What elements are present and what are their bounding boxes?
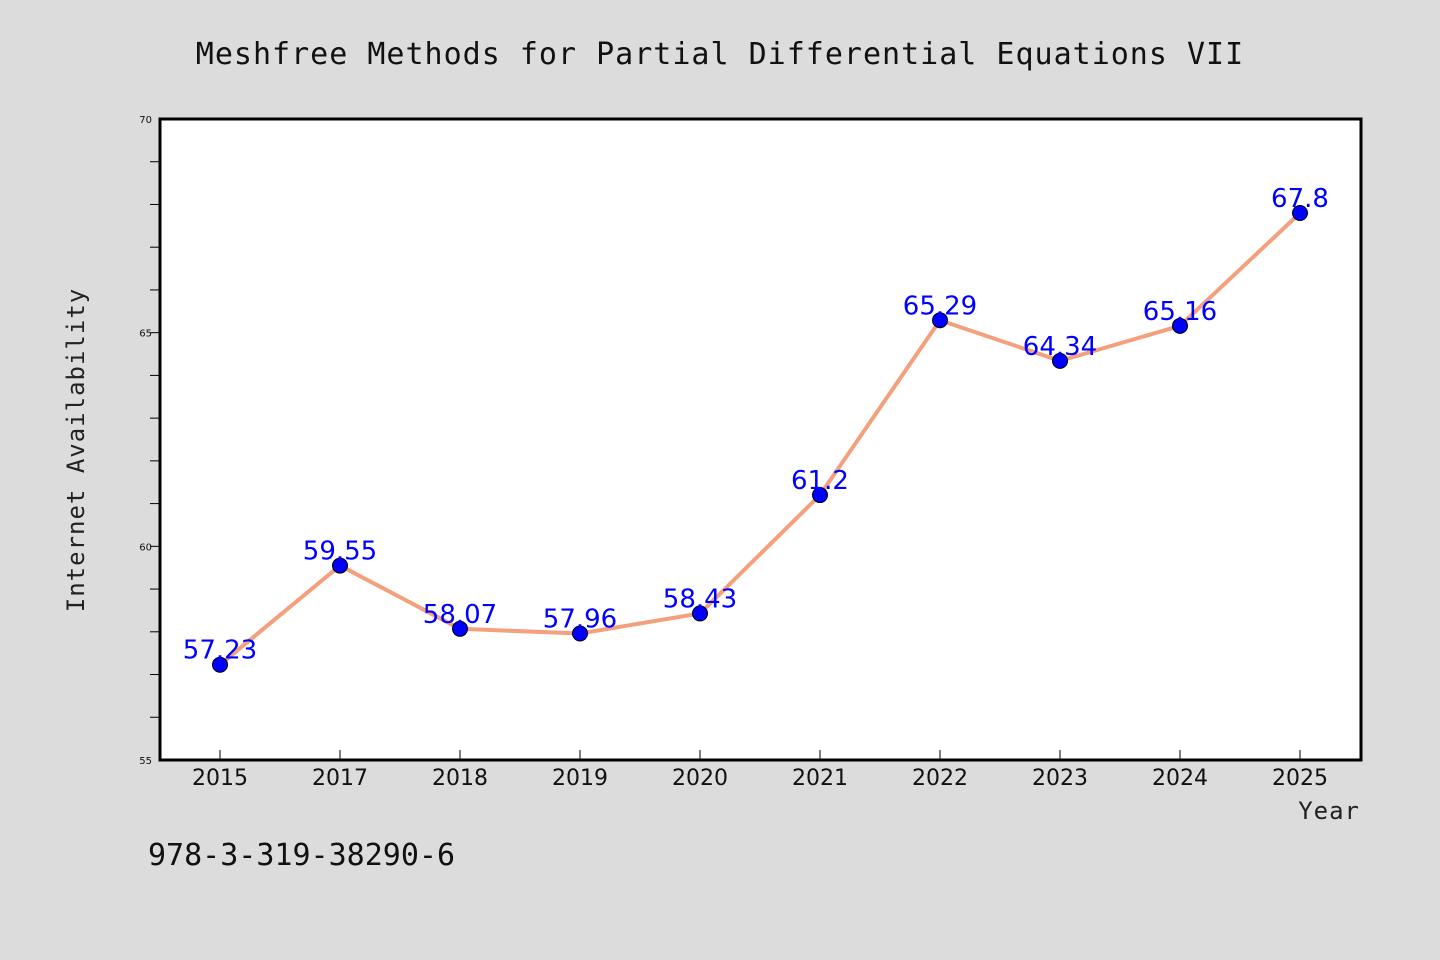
x-tick-label: 2019 [552, 766, 608, 791]
data-point [932, 312, 948, 329]
data-point [692, 605, 708, 622]
x-tick-label: 2023 [1032, 766, 1088, 791]
y-tick-label: 70 [139, 115, 152, 126]
data-point [1172, 317, 1188, 334]
data-label: 67.8 [1271, 184, 1329, 214]
data-label: 58.43 [663, 584, 737, 614]
x-axis: 2015 2017 2018 2019 2020 2021 2022 2023 2024 2025 [192, 750, 1328, 791]
data-label: 61.2 [791, 466, 849, 496]
x-tick-label: 2021 [792, 766, 848, 791]
data-label: 57.23 [183, 636, 257, 666]
isbn-text: 978-3-319-38290-6 [148, 838, 455, 873]
chart-title: Meshfree Methods for Partial Differentia… [196, 37, 1244, 72]
y-axis: 55 60 65 70 [139, 115, 160, 767]
y-axis-title: Internet Availability [62, 288, 90, 612]
series-layer [212, 205, 1308, 673]
plot-area [158, 117, 1363, 762]
x-axis-title: Year [1298, 797, 1360, 825]
y-tick-label: 60 [139, 542, 152, 553]
x-tick-label: 2015 [192, 766, 248, 791]
x-tick-label: 2018 [432, 766, 488, 791]
data-point [812, 487, 828, 504]
series-line [218, 211, 1302, 667]
data-labels: 57.23 59.55 58.07 57.96 58.43 61.2 65.29 64.34 6… [183, 184, 1329, 666]
data-point [1052, 352, 1068, 369]
data-point [1292, 205, 1308, 222]
data-point [212, 656, 228, 673]
data-label: 64.34 [1023, 332, 1097, 362]
y-tick-label: 65 [139, 329, 152, 340]
data-label: 59.55 [303, 537, 377, 567]
data-point [452, 620, 468, 637]
x-tick-label: 2025 [1272, 766, 1328, 791]
data-label: 65.16 [1143, 297, 1217, 327]
data-point [332, 557, 348, 574]
x-tick-label: 2022 [912, 766, 968, 791]
data-label: 58.07 [423, 600, 497, 630]
y-tick-label: 55 [139, 756, 152, 767]
x-tick-label: 2020 [672, 766, 728, 791]
data-point [572, 625, 588, 642]
data-label: 65.29 [903, 291, 977, 321]
x-tick-label: 2017 [312, 766, 368, 791]
x-tick-label: 2024 [1152, 766, 1208, 791]
data-label: 57.96 [543, 605, 617, 635]
